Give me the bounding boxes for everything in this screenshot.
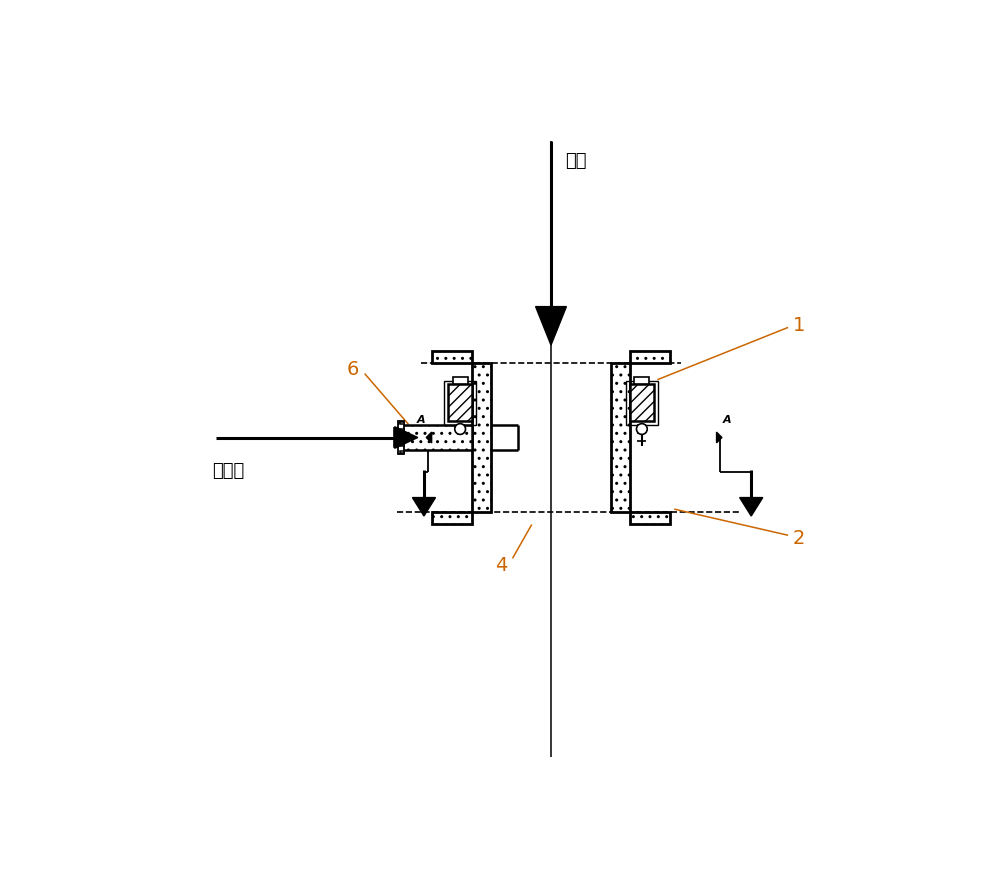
Bar — [398, 421, 404, 455]
Polygon shape — [536, 308, 566, 346]
Polygon shape — [740, 498, 763, 517]
Text: A: A — [417, 414, 425, 424]
Circle shape — [455, 424, 466, 435]
Bar — [448, 385, 472, 422]
Text: 冷却水: 冷却水 — [212, 461, 244, 479]
Bar — [453, 377, 468, 385]
Text: 2: 2 — [793, 528, 805, 547]
Bar — [400, 422, 404, 425]
Bar — [432, 512, 472, 524]
Polygon shape — [426, 433, 432, 443]
Bar — [630, 385, 654, 422]
Bar — [400, 444, 404, 447]
Bar — [400, 451, 404, 454]
Text: 1: 1 — [793, 316, 805, 334]
Polygon shape — [717, 433, 722, 443]
Bar — [472, 363, 491, 512]
Bar — [634, 377, 649, 385]
Bar — [630, 512, 670, 524]
Polygon shape — [395, 427, 418, 449]
Circle shape — [636, 424, 647, 435]
Bar — [626, 381, 658, 426]
Bar — [611, 363, 630, 512]
Bar — [400, 436, 404, 440]
Bar — [630, 352, 670, 363]
Text: 烟气: 烟气 — [565, 152, 586, 170]
Bar — [401, 426, 472, 451]
Polygon shape — [412, 498, 436, 517]
Text: 6: 6 — [346, 359, 359, 378]
Bar — [444, 381, 476, 426]
Bar — [400, 429, 404, 432]
Bar — [394, 429, 398, 447]
Text: A: A — [723, 414, 732, 424]
Bar — [432, 352, 472, 363]
Text: 4: 4 — [495, 555, 507, 575]
